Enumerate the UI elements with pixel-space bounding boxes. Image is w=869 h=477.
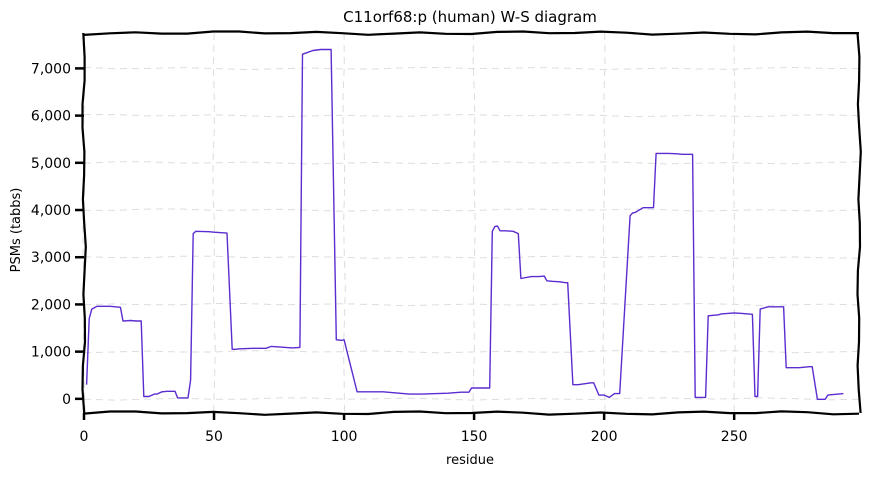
y-gridline — [83, 255, 860, 259]
chart-title: C11orf68:p (human) W-S diagram — [343, 8, 597, 26]
y-gridline — [83, 350, 860, 354]
frame-top — [83, 30, 859, 36]
x-gridline — [732, 32, 736, 413]
y-gridline — [83, 66, 860, 71]
x-axis-label: residue — [446, 453, 494, 468]
x-tick-label: 250 — [721, 429, 748, 445]
y-ticks: 0 1,000 2,000 3,000 4,000 5,000 6,000 7,000 — [31, 61, 84, 408]
x-gridline — [212, 32, 216, 414]
y-tick-label: 2,000 — [31, 297, 71, 313]
x-gridline — [602, 32, 606, 414]
y-gridline — [83, 397, 860, 401]
y-gridline — [83, 161, 860, 165]
y-tick-label: 5,000 — [31, 156, 71, 172]
y-tick-label: 0 — [62, 392, 71, 408]
y-tick-label: 6,000 — [31, 109, 71, 125]
frame-right — [856, 32, 862, 414]
x-tick-label: 100 — [331, 429, 358, 445]
frame-bottom — [83, 410, 860, 416]
y-axis-label: PSMs (tabbs) — [9, 188, 24, 273]
x-tick-label: 150 — [461, 429, 488, 445]
y-tick-label: 4,000 — [31, 203, 71, 219]
x-tick-label: 50 — [205, 429, 223, 445]
y-tick-label: 7,000 — [31, 61, 71, 77]
frame-left — [81, 32, 87, 414]
x-tick-label: 200 — [591, 429, 618, 445]
y-gridline — [84, 114, 860, 118]
x-gridline — [472, 32, 476, 414]
grid — [82, 32, 860, 414]
x-gridline — [342, 32, 346, 414]
y-gridline — [83, 302, 860, 307]
y-tick-label: 1,000 — [31, 345, 71, 361]
y-gridline — [84, 208, 860, 212]
y-tick-label: 3,000 — [31, 250, 71, 266]
x-ticks: 0 50 100 150 200 250 — [80, 413, 748, 445]
series-line — [85, 48, 844, 400]
axes-frame — [81, 30, 862, 416]
x-tick-label: 0 — [80, 429, 89, 445]
